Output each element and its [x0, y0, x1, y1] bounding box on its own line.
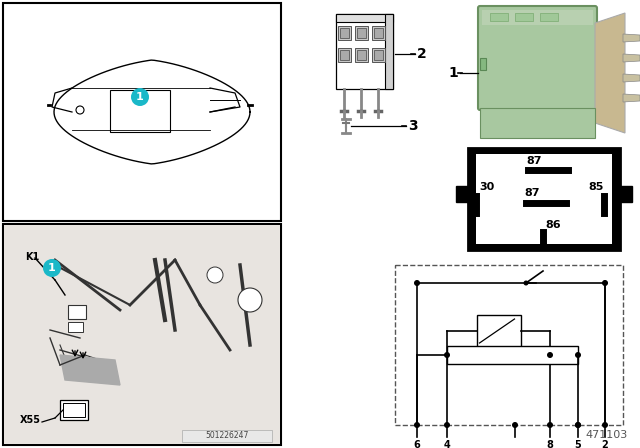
Circle shape: [602, 280, 607, 285]
Bar: [540, 13, 558, 21]
Text: 8: 8: [547, 440, 554, 448]
Circle shape: [512, 422, 518, 428]
Bar: [490, 13, 508, 21]
Circle shape: [575, 422, 581, 428]
Circle shape: [524, 280, 529, 285]
Text: 1: 1: [136, 92, 144, 102]
Bar: [60, 400, 88, 420]
Text: 6: 6: [413, 440, 420, 448]
Circle shape: [575, 352, 581, 358]
Polygon shape: [623, 74, 640, 82]
Circle shape: [575, 422, 581, 428]
Text: 3: 3: [408, 119, 418, 133]
Text: 2: 2: [417, 47, 427, 61]
Circle shape: [238, 288, 262, 312]
Bar: [63, 403, 85, 417]
Bar: [357, 28, 366, 38]
Polygon shape: [595, 13, 625, 133]
Polygon shape: [623, 34, 640, 42]
Circle shape: [207, 267, 223, 283]
Bar: [355, 26, 368, 40]
Bar: [456, 186, 470, 202]
Bar: [477, 315, 520, 347]
Circle shape: [76, 106, 84, 114]
Text: 1: 1: [448, 66, 458, 80]
Polygon shape: [480, 108, 595, 138]
Bar: [3, 3, 281, 221]
Bar: [372, 48, 385, 62]
Polygon shape: [336, 14, 393, 22]
Bar: [338, 26, 351, 40]
Circle shape: [43, 259, 61, 277]
Bar: [374, 28, 383, 38]
Bar: [340, 28, 349, 38]
Bar: [68, 322, 83, 332]
Text: 87: 87: [524, 188, 540, 198]
Circle shape: [444, 422, 450, 428]
Bar: [618, 186, 632, 202]
Bar: [482, 10, 593, 25]
Bar: [68, 305, 86, 319]
Text: 5: 5: [575, 440, 581, 448]
Bar: [515, 13, 533, 21]
Circle shape: [444, 352, 450, 358]
Circle shape: [414, 422, 420, 428]
Bar: [372, 26, 385, 40]
Bar: [3, 224, 281, 445]
Text: 30: 30: [479, 182, 494, 192]
Bar: [476, 154, 612, 244]
Text: 87: 87: [526, 156, 541, 166]
Text: 501226247: 501226247: [205, 431, 249, 440]
Circle shape: [602, 280, 608, 286]
Circle shape: [602, 422, 608, 428]
Bar: [395, 265, 623, 425]
Polygon shape: [623, 54, 640, 62]
Text: 4: 4: [444, 440, 451, 448]
FancyBboxPatch shape: [478, 6, 597, 110]
Text: 2: 2: [602, 440, 609, 448]
Polygon shape: [60, 355, 120, 385]
Circle shape: [547, 352, 553, 358]
Text: 85: 85: [588, 182, 604, 192]
Bar: [468, 148, 620, 250]
Circle shape: [414, 280, 420, 286]
Text: 86: 86: [545, 220, 561, 230]
Circle shape: [547, 422, 553, 428]
Polygon shape: [75, 360, 110, 380]
Polygon shape: [623, 94, 640, 102]
Bar: [336, 14, 393, 89]
Text: X55: X55: [20, 415, 41, 425]
Bar: [340, 50, 349, 60]
Bar: [4, 225, 280, 444]
Bar: [355, 48, 368, 62]
Bar: [357, 50, 366, 60]
Bar: [480, 58, 486, 70]
Bar: [182, 430, 272, 442]
Bar: [374, 50, 383, 60]
Bar: [338, 48, 351, 62]
Bar: [447, 346, 578, 364]
Circle shape: [131, 88, 149, 106]
Text: 1: 1: [48, 263, 56, 273]
Text: 471103: 471103: [586, 430, 628, 440]
Bar: [110, 90, 170, 132]
Polygon shape: [385, 14, 393, 89]
Text: K1: K1: [25, 252, 39, 262]
